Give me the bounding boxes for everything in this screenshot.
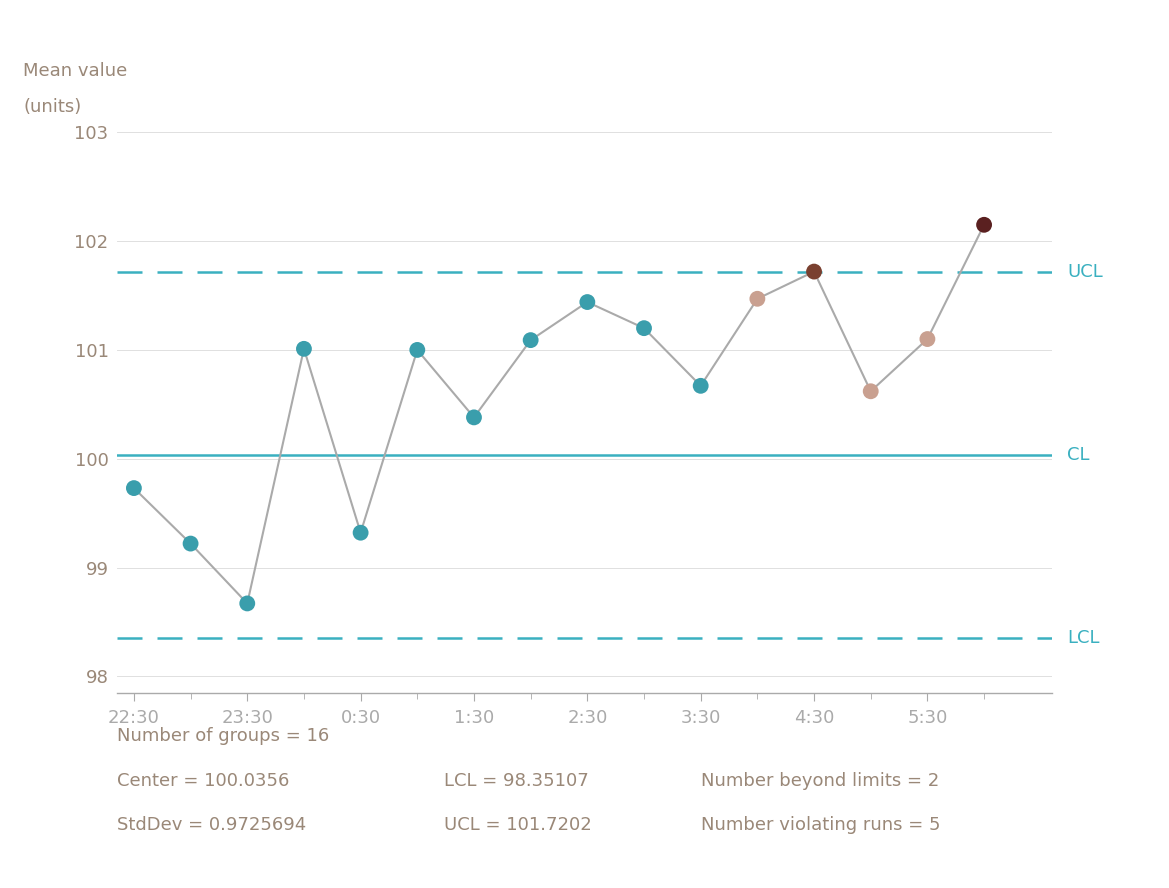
Point (238, 597, 257, 611)
Text: LCL = 98.35107: LCL = 98.35107 (444, 772, 589, 790)
Text: (units): (units) (23, 98, 82, 115)
Text: UCL = 101.7202: UCL = 101.7202 (444, 816, 592, 835)
Point (748, 291, 767, 305)
Point (351, 526, 369, 540)
Point (408, 343, 427, 357)
Point (975, 218, 994, 232)
Point (295, 342, 313, 356)
Text: Center = 100.0356: Center = 100.0356 (117, 772, 289, 790)
Text: Number violating runs = 5: Number violating runs = 5 (701, 816, 941, 835)
Point (464, 410, 483, 424)
Text: StdDev = 0.9725694: StdDev = 0.9725694 (117, 816, 306, 835)
Text: Mean value: Mean value (23, 62, 127, 80)
Point (125, 481, 144, 496)
Point (918, 332, 936, 346)
Point (577, 295, 596, 309)
Text: UCL: UCL (1067, 263, 1104, 281)
Text: CL: CL (1067, 446, 1090, 464)
Point (181, 536, 200, 551)
Text: Number beyond limits = 2: Number beyond limits = 2 (701, 772, 940, 790)
Text: Number of groups = 16: Number of groups = 16 (117, 727, 330, 746)
Point (635, 321, 653, 336)
Point (804, 265, 823, 279)
Text: LCL: LCL (1067, 629, 1100, 647)
Point (862, 385, 880, 399)
Point (691, 378, 710, 392)
Point (521, 333, 540, 347)
